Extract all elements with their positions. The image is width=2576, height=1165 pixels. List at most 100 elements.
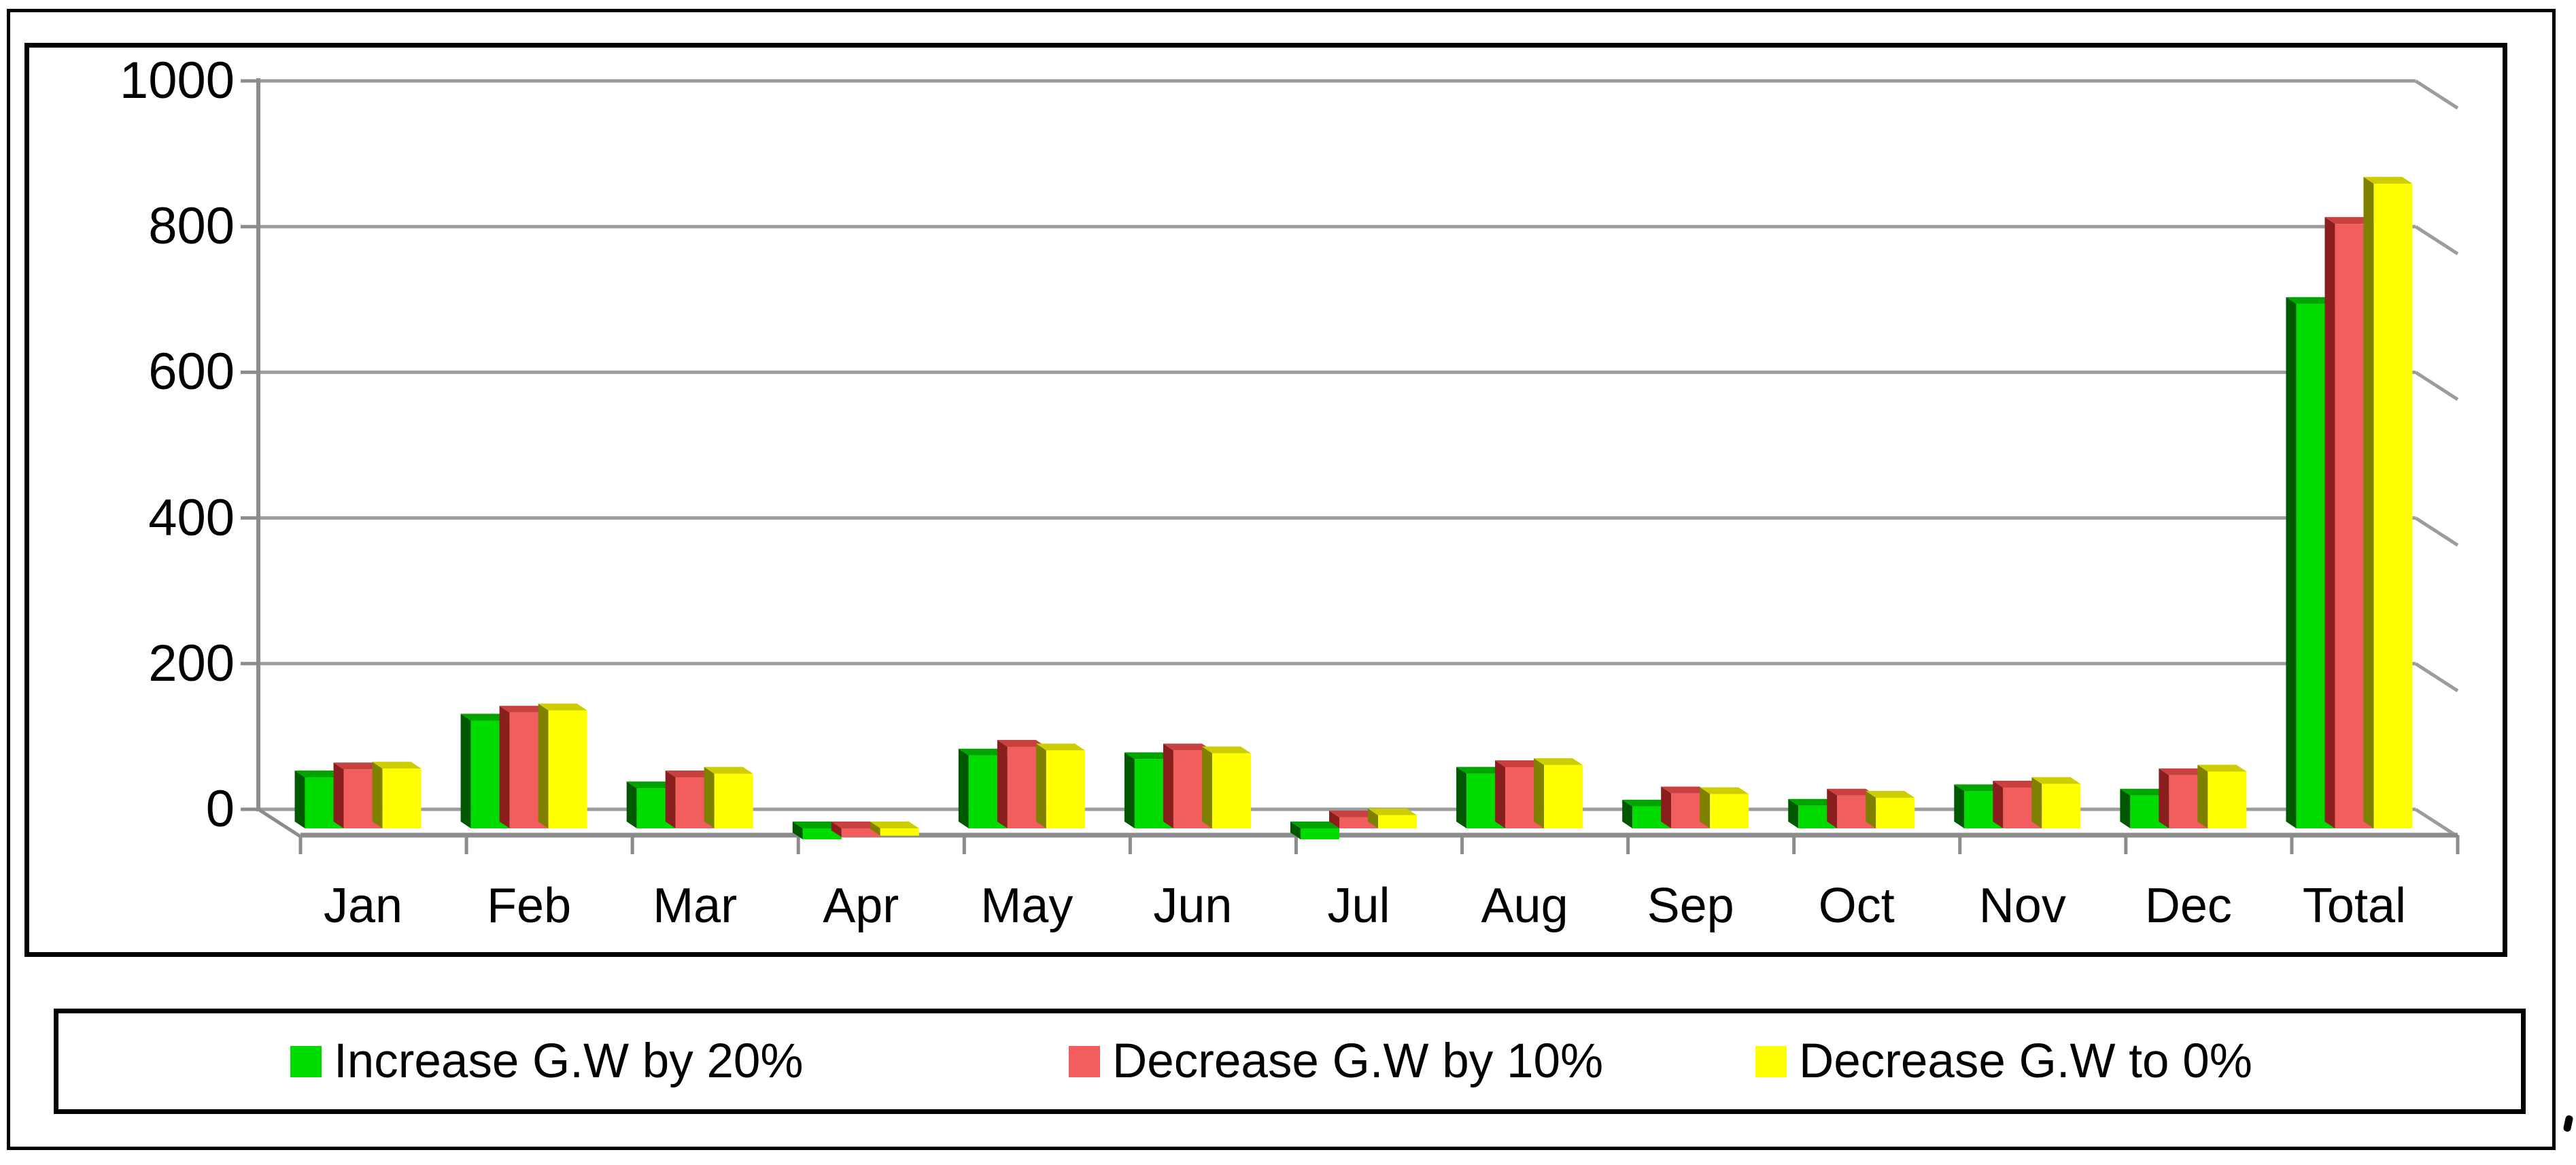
bar-top-face	[1788, 798, 1838, 806]
bar-top-face	[2286, 297, 2335, 304]
bar-side-face	[499, 705, 510, 828]
bar	[880, 828, 919, 836]
bar-side-face	[1866, 791, 1876, 828]
bar-top-face	[294, 771, 344, 778]
side-wall-tick	[2414, 79, 2459, 110]
bar	[2208, 771, 2247, 828]
bar-top-face	[2120, 788, 2169, 796]
bar-side-face	[1290, 822, 1301, 840]
bar-side-face	[870, 822, 880, 836]
bar-side-face	[2120, 788, 2131, 828]
bar-top-face	[1329, 810, 1378, 817]
bar-top-face	[958, 748, 1008, 756]
bar-side-face	[997, 740, 1008, 828]
bar-side-face	[1788, 798, 1799, 828]
bar-side-face	[1124, 752, 1135, 828]
legend-swatch-yellow	[1755, 1045, 1787, 1077]
x-axis-category-label: Apr	[823, 879, 899, 933]
side-wall-tick	[2414, 807, 2459, 839]
bar-side-face	[1827, 788, 1838, 828]
bar-side-face	[1622, 799, 1633, 828]
x-axis-category-label: Mar	[653, 879, 738, 933]
bar-side-face	[460, 713, 471, 828]
bar-side-face	[294, 771, 305, 828]
bar-side-face	[2286, 297, 2297, 828]
bar-top-face	[1035, 743, 1085, 751]
bar-top-face	[2363, 177, 2413, 184]
bar-top-face	[1368, 808, 1417, 815]
bar-top-face	[665, 771, 715, 778]
bar-side-face	[958, 748, 969, 828]
bar-side-face	[2197, 764, 2208, 828]
bar-side-face	[1201, 746, 1212, 828]
bar	[2373, 184, 2413, 828]
bar-top-face	[460, 713, 510, 721]
bar-side-face	[1368, 808, 1378, 828]
bar	[2042, 783, 2081, 828]
y-axis-tick-label: 400	[148, 488, 235, 547]
bar-side-face	[831, 822, 842, 837]
bar-top-face	[1954, 784, 2004, 792]
floor-left-diagonal	[257, 807, 302, 839]
bar	[1378, 815, 1417, 828]
legend-swatch-red	[1069, 1045, 1100, 1077]
legend: Increase G.W by 20% Decrease G.W by 10% …	[54, 1009, 2526, 1114]
y-axis-tick-label: 0	[205, 780, 235, 838]
bar-top-face	[1290, 822, 1339, 828]
legend-label-series-1: Increase G.W by 20%	[334, 1034, 804, 1088]
bar-side-face	[2324, 217, 2335, 828]
bar-side-face	[1954, 784, 1965, 828]
legend-entry-series-2: Decrease G.W by 10%	[1069, 1013, 1603, 1109]
bar-top-face	[2197, 764, 2247, 772]
bar-side-face	[333, 762, 344, 828]
bar	[802, 828, 842, 840]
x-axis-category-label: Jul	[1327, 879, 1390, 933]
legend-label-series-2: Decrease G.W by 10%	[1112, 1034, 1604, 1088]
bar-side-face	[1495, 760, 1506, 828]
bar-side-face	[538, 703, 549, 828]
bar-top-face	[997, 740, 1046, 747]
side-wall-tick	[2414, 516, 2459, 547]
bar-top-face	[2031, 777, 2081, 784]
x-axis-category-label: Jun	[1153, 879, 1233, 933]
bar	[548, 710, 587, 828]
x-axis-category-label: May	[980, 879, 1074, 933]
bar	[1876, 798, 1915, 828]
bar-side-face	[1329, 810, 1339, 828]
bar-top-face	[831, 822, 880, 828]
bar-top-face	[1201, 746, 1251, 754]
legend-label-series-3: Decrease G.W to 0%	[1799, 1034, 2252, 1088]
bar	[1046, 750, 1085, 828]
x-axis-category-label: Aug	[1481, 879, 1568, 933]
bar-top-face	[1456, 766, 1506, 774]
bar	[841, 828, 880, 837]
bar-side-face	[665, 771, 676, 828]
bar-side-face	[2159, 768, 2169, 828]
bar-top-face	[499, 705, 549, 713]
bar-side-face	[372, 762, 383, 828]
side-wall-tick	[2414, 662, 2459, 692]
y-axis-tick-label: 800	[148, 197, 235, 256]
x-axis-category-label: Oct	[1818, 879, 1895, 933]
bar-top-face	[870, 822, 919, 828]
bar	[1544, 764, 1583, 828]
bar-side-face	[2031, 777, 2042, 828]
x-axis-category-label: Total	[2302, 879, 2406, 933]
bar-side-face	[626, 781, 637, 828]
bar-side-face	[1456, 766, 1467, 828]
x-axis-category-label: Nov	[1978, 879, 2066, 933]
bar-top-face	[792, 822, 842, 828]
x-axis-category-label: Feb	[487, 879, 572, 933]
chart-area-box	[24, 43, 2507, 957]
bar-top-face	[372, 762, 422, 769]
bar-top-face	[1622, 799, 1672, 807]
bar-top-face	[333, 762, 383, 770]
bar-top-face	[1124, 752, 1173, 760]
bar	[1301, 828, 1339, 840]
bar-top-face	[1700, 787, 1749, 794]
x-axis-category-label: Dec	[2144, 879, 2232, 933]
y-axis-tick-label: 200	[148, 634, 235, 692]
legend-entry-series-3: Decrease G.W to 0%	[1755, 1013, 2252, 1109]
bar-side-face	[792, 822, 803, 840]
